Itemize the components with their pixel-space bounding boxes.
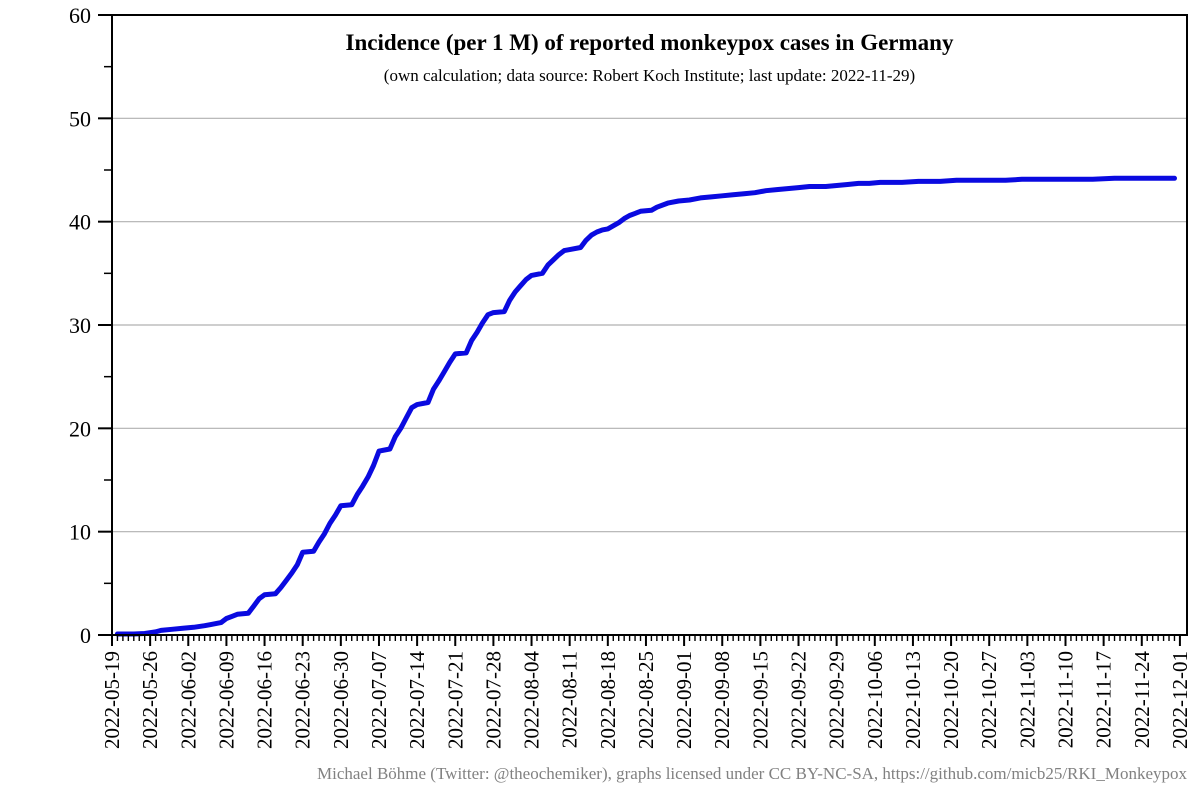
x-axis-tick-labels: 2022-05-19 2022-05-26 2022-06-02 2022-06-09… xyxy=(100,651,1192,749)
x-tick-label: 2022-11-17 xyxy=(1092,651,1116,748)
x-tick-label: 2022-06-02 xyxy=(176,651,200,749)
chart-subtitle: (own calculation; data source: Robert Ko… xyxy=(383,66,916,85)
x-tick-label: 2022-12-01 xyxy=(1168,651,1192,749)
chart-title: Incidence (per 1 M) of reported monkeypo… xyxy=(345,30,954,55)
y-tick-label: 30 xyxy=(69,313,91,338)
y-tick-label: 10 xyxy=(69,520,91,545)
x-tick-label: 2022-10-13 xyxy=(901,651,925,749)
y-tick-label: 60 xyxy=(69,3,91,28)
y-tick-label: 0 xyxy=(80,623,91,648)
x-tick-label: 2022-09-29 xyxy=(825,651,849,749)
y-tick-label: 40 xyxy=(69,210,91,235)
x-tick-label: 2022-10-06 xyxy=(863,651,887,749)
series-cumulative-incidence-per-1-M xyxy=(114,175,1177,637)
x-tick-label: 2022-11-10 xyxy=(1054,651,1078,748)
y-axis-ticks xyxy=(98,14,112,636)
y-gridlines xyxy=(112,117,1187,533)
x-tick-label: 2022-07-28 xyxy=(481,651,505,749)
x-tick-label: 2022-07-14 xyxy=(405,651,429,749)
x-tick-label: 2022-09-08 xyxy=(710,651,734,749)
chart-footer-credit: Michael Böhme (Twitter: @theochemiker), … xyxy=(317,764,1187,783)
x-tick-label: 2022-10-27 xyxy=(977,651,1001,749)
x-tick-label: 2022-07-21 xyxy=(443,651,467,749)
x-tick-label: 2022-07-07 xyxy=(367,651,391,749)
y-tick-label: 20 xyxy=(69,416,91,441)
x-tick-label: 2022-08-18 xyxy=(596,651,620,749)
y-tick-label: 50 xyxy=(69,106,91,131)
x-tick-label: 2022-06-16 xyxy=(253,651,277,749)
x-tick-label: 2022-09-01 xyxy=(672,651,696,749)
x-axis-ticks xyxy=(111,635,1181,646)
x-tick-label: 2022-11-03 xyxy=(1015,651,1039,748)
x-tick-label: 2022-05-19 xyxy=(100,651,124,749)
x-tick-label: 2022-06-23 xyxy=(291,651,315,749)
x-tick-label: 2022-05-26 xyxy=(138,651,162,749)
series-line xyxy=(114,175,1177,637)
x-tick-label: 2022-06-30 xyxy=(329,651,353,749)
x-tick-label: 2022-09-22 xyxy=(787,651,811,749)
x-tick-label: 2022-09-15 xyxy=(748,651,772,749)
y-axis-tick-labels: 0 10 20 30 40 50 60 xyxy=(69,3,91,648)
x-tick-label: 2022-06-09 xyxy=(214,651,238,749)
x-tick-label: 2022-10-20 xyxy=(939,651,963,749)
x-tick-label: 2022-11-24 xyxy=(1130,651,1154,749)
x-tick-label: 2022-08-04 xyxy=(520,651,544,749)
x-tick-label: 2022-08-11 xyxy=(558,651,582,748)
x-tick-label: 2022-08-25 xyxy=(634,651,658,749)
